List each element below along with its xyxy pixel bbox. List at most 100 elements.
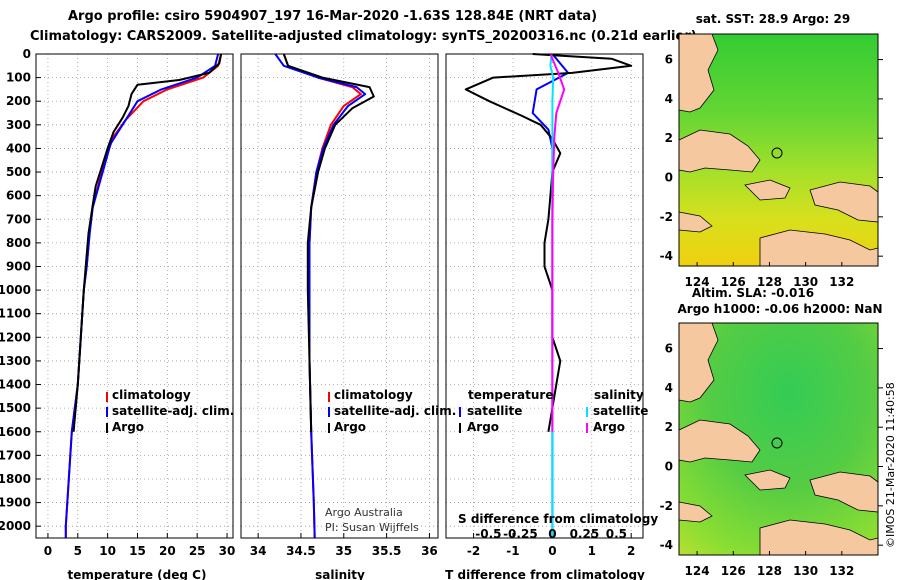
x-tick-label: 15 xyxy=(129,544,146,558)
map-lat-label: 2 xyxy=(665,420,673,434)
depth-axis: 0 100 200 300 400 500 600 700 800 900 1000 1100 1200… xyxy=(0,47,41,533)
sla-map-title: Altim. SLA: -0.016 xyxy=(692,286,814,300)
argo-location-marker xyxy=(771,437,783,449)
map-lon-label: 130 xyxy=(793,275,818,289)
plot-area xyxy=(446,54,643,538)
legend-label-s-argo: Argo xyxy=(593,420,625,434)
y-tick-label: 100 xyxy=(6,71,31,85)
map-lat-label: -2 xyxy=(660,499,673,513)
map-lon-label: 124 xyxy=(685,275,710,289)
x-tick-label: 0 xyxy=(548,544,556,558)
salinity-profile-panel: 34 34.5 35 35.5 36 xyxy=(240,53,439,558)
map-lat-label: 0 xyxy=(665,171,673,185)
y-tick-label: 2000 xyxy=(0,519,31,533)
y-tick-label: 400 xyxy=(6,141,31,155)
land-mass xyxy=(744,469,791,491)
map-lon-label: 124 xyxy=(685,564,710,578)
map-lon-label: 132 xyxy=(829,564,854,578)
imos-watermark: ©IMOS 21-Mar-2020 11:40:58 xyxy=(884,382,897,548)
y-tick-label: 1000 xyxy=(0,283,31,297)
sla-map-ticks: 6 4 2 0 -2 -4 124 126 128 130 132 xyxy=(660,342,883,578)
map-lat-label: -4 xyxy=(660,538,673,552)
land-mass xyxy=(678,129,761,173)
legend-label-satellite: satellite-adj. clim. xyxy=(334,404,456,418)
series-line-argo xyxy=(72,53,223,432)
plot-area xyxy=(241,54,438,538)
legend-label-t-satellite: satellite xyxy=(467,404,522,418)
legend-label-climatology: climatology xyxy=(112,388,191,402)
s-diff-tick-label: 0.5 xyxy=(606,527,627,541)
x-tick-label: -2 xyxy=(467,544,480,558)
sla-map-frame xyxy=(678,322,879,556)
x-tick-label: 10 xyxy=(99,544,116,558)
y-tick-label: 300 xyxy=(6,118,31,132)
y-tick-label: 200 xyxy=(6,94,31,108)
salinity-legend: climatology satellite-adj. clim. Argo Ar… xyxy=(325,388,456,534)
x-tick-label: 34.5 xyxy=(286,544,316,558)
series-line-temperature-argo xyxy=(464,53,633,432)
temperature-axis-title: temperature (deg C) xyxy=(68,568,207,580)
x-tick-label: -1 xyxy=(506,544,519,558)
x-tick-label: 35 xyxy=(335,544,352,558)
land-mass xyxy=(678,322,719,403)
x-tick-label: 30 xyxy=(219,544,236,558)
sst-map-panel: sat. SST: 28.9 Argo: 29 6 4 2 0 -2 -4 124 126 12… xyxy=(660,12,883,289)
plot-frame xyxy=(240,53,439,539)
series-line-salinity-argo xyxy=(549,53,566,432)
map-lon-label: 126 xyxy=(721,275,746,289)
x-tick-label: 2 xyxy=(627,544,635,558)
sst-land xyxy=(678,33,879,267)
y-tick-label: 1600 xyxy=(0,425,31,439)
x-tick-label: 35.5 xyxy=(372,544,402,558)
y-tick-label: 500 xyxy=(6,165,31,179)
map-lat-label: -2 xyxy=(660,210,673,224)
y-tick-label: 1400 xyxy=(0,378,31,392)
map-lon-label: 132 xyxy=(829,275,854,289)
map-lat-label: 2 xyxy=(665,131,673,145)
y-tick-label: 1300 xyxy=(0,354,31,368)
credit-line1: Argo Australia xyxy=(325,506,403,519)
sla-map-subtitle: Argo h1000: -0.06 h2000: NaN xyxy=(677,302,882,316)
sla-land xyxy=(678,322,879,556)
legend-title-salinity: salinity xyxy=(594,388,644,402)
y-tick-label: 1900 xyxy=(0,496,31,510)
legend-label-t-argo: Argo xyxy=(467,420,499,434)
map-lon-label: 128 xyxy=(757,275,782,289)
t-difference-axis-title: T difference from climatology xyxy=(445,568,645,580)
y-tick-label: 1500 xyxy=(0,401,31,415)
y-tick-label: 700 xyxy=(6,212,31,226)
argo-location-marker xyxy=(771,147,783,159)
y-tick-label: 1700 xyxy=(0,448,31,462)
x-tick-label: 5 xyxy=(74,544,82,558)
x-tick-label: 25 xyxy=(189,544,206,558)
x-tick-label: 20 xyxy=(159,544,176,558)
y-tick-label: 600 xyxy=(6,189,31,203)
sst-map-title: sat. SST: 28.9 Argo: 29 xyxy=(696,12,850,26)
map-lat-label: 6 xyxy=(665,53,673,67)
legend-label-argo: Argo xyxy=(334,420,366,434)
figure-title-line1: Argo profile: csiro 5904907_197 16-Mar-2… xyxy=(68,9,597,24)
s-diff-tick-label: -0.5 xyxy=(475,527,501,541)
legend-label-s-satellite: satellite xyxy=(593,404,648,418)
s-diff-tick-label: 0 xyxy=(548,527,556,541)
legend-label-climatology: climatology xyxy=(334,388,413,402)
y-tick-label: 900 xyxy=(6,259,31,273)
legend-label-argo: Argo xyxy=(112,420,144,434)
difference-legend: temperature salinity satellite Argo sate… xyxy=(459,388,648,434)
land-mass xyxy=(678,419,761,463)
series-line-argo xyxy=(282,53,375,432)
y-tick-label: 1800 xyxy=(0,472,31,486)
y-tick-label: 0 xyxy=(23,47,31,61)
sst-map-frame xyxy=(678,33,879,267)
credit-line2: PI: Susan Wijffels xyxy=(325,521,419,534)
x-tick-label: 1 xyxy=(588,544,596,558)
legend-label-satellite: satellite-adj. clim. xyxy=(112,404,234,418)
s-difference-axis-title: S difference from climatology xyxy=(458,512,658,526)
y-tick-label: 1100 xyxy=(0,307,31,321)
map-lat-label: 4 xyxy=(665,92,673,106)
x-tick-label: 0 xyxy=(44,544,52,558)
x-tick-label: 34 xyxy=(250,544,267,558)
plot-frame xyxy=(445,53,644,539)
map-lat-label: 0 xyxy=(665,460,673,474)
